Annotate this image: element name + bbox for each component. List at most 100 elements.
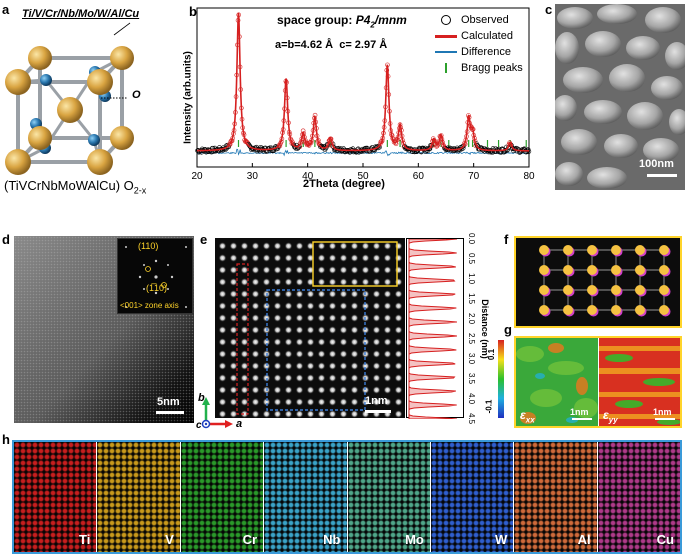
reference-atom-position xyxy=(563,265,573,275)
strain-maps: εxx 1nm εyy 1nm xyxy=(514,336,682,428)
panel-c-label: c xyxy=(545,2,553,17)
overview-scale-bar xyxy=(156,411,184,414)
eds-map-w: W xyxy=(430,442,515,552)
composition-label: Ti/V/Cr/Nb/Mo/W/Al/Cu xyxy=(22,8,140,20)
profile-tick-label: 1.5 xyxy=(467,293,476,305)
calculated-line-icon xyxy=(435,35,457,38)
intensity-profile xyxy=(406,238,464,420)
space-group-prefix: space group: xyxy=(277,13,356,27)
x-tick-label: 20 xyxy=(191,171,203,182)
reference-atom-position xyxy=(635,285,645,295)
crystal-axes-indicator xyxy=(201,397,233,429)
fft-spot-110: (110) xyxy=(138,241,159,251)
axis-a-label: a xyxy=(236,418,243,430)
panel-a-label: a xyxy=(2,2,10,17)
reference-atom-position xyxy=(587,245,597,255)
reference-atom-position xyxy=(563,245,573,255)
y-axis-label: Intensity (arb.units) xyxy=(182,51,194,144)
strain-map-divider xyxy=(598,338,599,426)
panel-a: a Ti/V/Cr/Nb/Mo/W/Al/Cu xyxy=(0,0,185,196)
y-axis-label-wrap: Intensity (arb.units) xyxy=(181,40,195,160)
reference-atom-position xyxy=(611,245,621,255)
reference-atom-position xyxy=(635,305,645,315)
panel-h: h Ti V Cr Nb Mo W Al Cu xyxy=(0,432,685,556)
reference-atom-position xyxy=(539,245,549,255)
reference-atom-position xyxy=(611,305,621,315)
eds-element-label: W xyxy=(494,532,508,547)
sem-image: 100nm xyxy=(555,4,685,190)
reference-atom-position xyxy=(587,305,597,315)
panel-b-label: b xyxy=(189,4,197,19)
bragg-tick-icon xyxy=(445,63,447,73)
formula: (TiVCrNbMoWAlCu) O2-x xyxy=(4,178,146,196)
profile-tick-label: 0.0 xyxy=(467,233,476,245)
haadf-overview-illustration xyxy=(14,236,194,423)
reference-atom-position xyxy=(659,245,669,255)
profile-tick-label: 3.5 xyxy=(467,373,476,385)
profile-tick-label: 1.0 xyxy=(467,273,476,285)
exx-scale-bar xyxy=(572,418,592,420)
profile-line-box xyxy=(236,263,249,415)
x-tick-label: 40 xyxy=(302,171,314,182)
atom-position-illustration xyxy=(539,245,671,317)
haadf-overview-image: (110) (1̅10) <001> zone axis 5nm xyxy=(14,236,194,423)
reference-atom-position xyxy=(563,285,573,295)
eds-map-mo: Mo xyxy=(347,442,431,552)
eds-element-label: V xyxy=(165,532,174,547)
observed-point xyxy=(201,149,207,154)
eyy-scale-text: 1nm xyxy=(653,407,672,417)
reference-atom-position xyxy=(539,305,549,315)
crystal-structure-illustration xyxy=(5,22,134,175)
eds-maps: Ti V Cr Nb Mo W Al Cu xyxy=(12,440,682,554)
fft-pattern-illustration xyxy=(125,246,187,308)
exx-scale-text: 1nm xyxy=(570,407,589,417)
eds-element-label: Nb xyxy=(323,532,341,547)
profile-tick-label: 4.0 xyxy=(467,393,476,405)
exx-label: εxx xyxy=(520,408,535,424)
strain-map-eyy: εyy 1nm xyxy=(599,338,680,426)
cbar-label-wrap: 0.1 -0.1 xyxy=(484,349,498,413)
observed-point xyxy=(519,147,525,152)
eds-map-cu: Cu xyxy=(597,442,680,552)
strain-region-box xyxy=(266,289,366,411)
reference-atom-position xyxy=(563,305,573,315)
zone-axis-label: <001> zone axis xyxy=(120,301,179,310)
difference-line-icon xyxy=(435,51,457,53)
panel-e: e 1nm b a xyxy=(196,232,496,432)
panel-b: b 20 30 40 50 60 70 80 Intensity (arb.units) 2… xyxy=(183,0,543,192)
panel-c: c xyxy=(541,0,685,192)
x-tick-label: 60 xyxy=(413,171,425,182)
reference-atom-position xyxy=(539,265,549,275)
profile-tick-label: 4.5 xyxy=(467,413,476,425)
observed-marker-icon xyxy=(441,15,451,25)
panel-g: g 0.1 -0.1 εxx xyxy=(484,322,685,432)
profile-tick-label: 3.0 xyxy=(467,353,476,365)
legend-bragg: Bragg peaks xyxy=(435,60,523,76)
eds-element-label: Mo xyxy=(405,532,424,547)
eds-map-al: Al xyxy=(514,442,598,552)
reference-atom-position xyxy=(611,285,621,295)
exx-symbol: ε xyxy=(520,407,526,422)
atomic-scale-bar xyxy=(365,410,391,413)
exx-subscript: xx xyxy=(525,415,535,424)
atomic-resolution-image: 1nm xyxy=(215,238,405,418)
panel-d-label: d xyxy=(2,232,10,247)
fft-spot-1bar10: (1̅10) xyxy=(146,283,168,293)
reference-atom-position xyxy=(635,245,645,255)
eds-element-label: Cr xyxy=(242,532,258,547)
panel-f: f xyxy=(500,232,685,332)
profile-curve xyxy=(408,238,458,420)
legend-observed: Observed xyxy=(435,12,523,28)
reference-atom-position xyxy=(587,265,597,275)
panel-d: d xyxy=(0,232,195,427)
atom-position-fit-image xyxy=(514,236,682,328)
eds-element-label: Cu xyxy=(656,532,674,547)
observed-point xyxy=(510,145,516,151)
profile-tick-label: 0.5 xyxy=(467,253,476,265)
eyy-scale-bar xyxy=(655,418,675,420)
strain-colorbar xyxy=(498,340,504,418)
panel-e-label: e xyxy=(200,232,208,247)
x-tick-label: 30 xyxy=(247,171,259,182)
eds-map-cr: Cr xyxy=(180,442,265,552)
space-group-symbol: P4 xyxy=(355,13,371,27)
